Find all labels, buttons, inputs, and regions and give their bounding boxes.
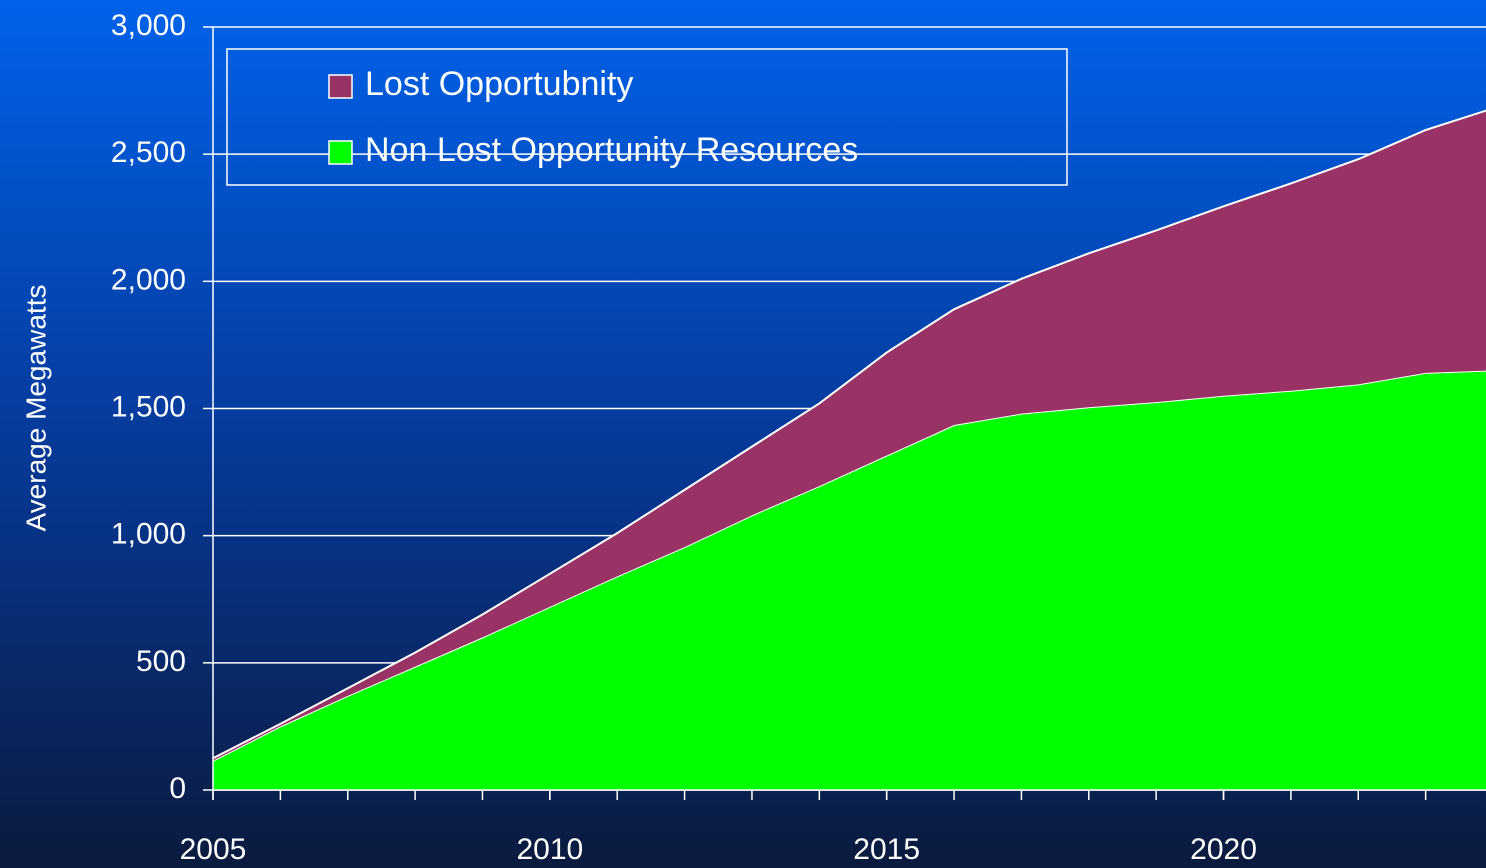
y-tick-label: 500 [136,645,186,678]
y-tick-label: 1,000 [111,518,186,551]
y-tick-label: 1,500 [111,390,186,423]
legend-swatch [328,74,353,99]
area-edge [212,109,1486,760]
legend-label: Non Lost Opportunity Resources [365,131,858,169]
y-tick-label: 2,500 [111,136,186,169]
x-tick-label: 2020 [1190,833,1257,866]
y-tick-label: 0 [169,772,186,805]
x-tick-label: 2005 [180,833,247,866]
area [213,370,1486,790]
y-tick-label: 2,000 [111,263,186,296]
x-tick-label: 2010 [516,833,583,866]
legend-box [226,48,1068,186]
y-tick-label: 3,000 [111,9,186,42]
legend: Lost Opportubnity Non Lost Opportunity Re… [226,48,1068,186]
legend-label: Lost Opportubnity [365,65,633,103]
x-tick-label: 2015 [853,833,920,866]
y-axis-label: Average Megawatts [20,285,51,532]
legend-swatch [328,140,353,165]
plot: 0 500 1,000 1,500 2,000 2,500 3,000 2005 2010 201… [111,9,1486,866]
area [213,110,1486,761]
